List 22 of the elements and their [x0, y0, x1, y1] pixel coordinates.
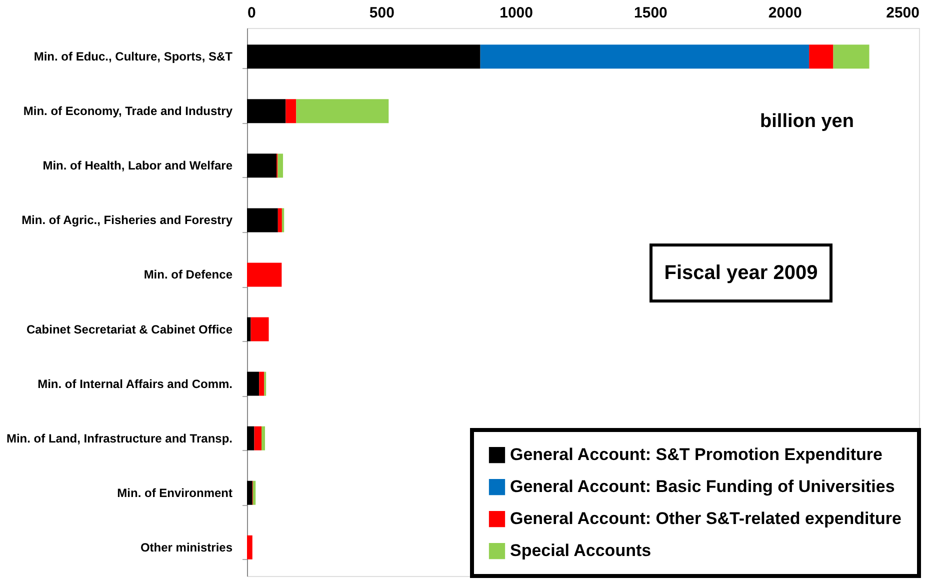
- legend-label: General Account: S&T Promotion Expenditure: [510, 445, 882, 464]
- y-tick-label: Min. of Environment: [117, 486, 232, 500]
- x-tick-label: 0: [248, 4, 256, 22]
- y-tick-label: Min. of Educ., Culture, Sports, S&T: [34, 50, 234, 64]
- legend-label: General Account: Basic Funding of Universities: [510, 477, 895, 496]
- x-tick-label: 2500: [886, 4, 920, 22]
- x-tick-label: 500: [369, 4, 394, 22]
- y-tick-label: Other ministries: [140, 540, 233, 554]
- y-tick-label: Min. of Defence: [144, 268, 233, 282]
- y-tick-label: Min. of Internal Affairs and Comm.: [38, 376, 232, 391]
- y-tick-label: Min. of Economy, Trade and Industry: [23, 104, 233, 118]
- x-tick-label: 2000: [768, 4, 802, 22]
- annotation: billion yen: [760, 111, 854, 132]
- annotation: Fiscal year 2009: [664, 262, 818, 284]
- y-tick-label: Min. of Health, Labor and Welfare: [42, 158, 233, 173]
- y-tick-label: Cabinet Secretariat & Cabinet Office: [26, 322, 233, 336]
- x-tick-label: 1000: [500, 4, 533, 22]
- legend-label: General Account: Other S&T-related expenditure: [510, 509, 902, 528]
- y-tick-label: Min. of Land, Infrastructure and Transp.: [6, 431, 232, 446]
- y-tick-label: Min. of Agric., Fisheries and Forestry: [22, 213, 233, 228]
- legend-label: Special Accounts: [510, 541, 652, 560]
- x-tick-label: 1500: [634, 4, 668, 22]
